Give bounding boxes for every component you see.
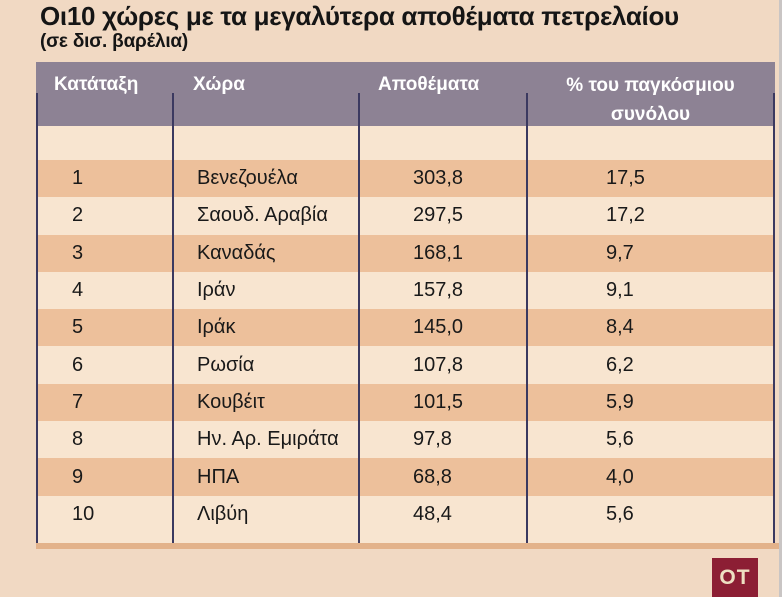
reserves-value: 297,5 <box>413 204 464 227</box>
rank-value: 5 <box>72 316 84 339</box>
reserves-value: 48,4 <box>413 502 452 525</box>
ot-logo: OT <box>712 558 758 597</box>
country-name: Καναδάς <box>197 241 276 264</box>
header-spacer-row <box>36 126 775 160</box>
reserves-value: 107,8 <box>413 353 464 376</box>
reserves-value: 168,1 <box>413 241 464 264</box>
country-name: Σαουδ. Αραβία <box>197 204 328 227</box>
table-row: 5 Ιράκ 145,0 8,4 <box>36 309 775 347</box>
rank-value: 2 <box>72 204 84 227</box>
table-row: 4 Ιράν 157,8 9,1 <box>36 271 775 310</box>
oil-reserves-table: Κατάταξη Χώρα Αποθέματα % του παγκόσμιου… <box>36 62 775 543</box>
table-row: 1 Βενεζουέλα 303,8 17,5 <box>36 160 775 198</box>
rank-value: 10 <box>72 502 95 525</box>
rank-value: 8 <box>72 428 84 451</box>
world-share-value: 8,4 <box>606 316 634 339</box>
column-divider-country-reserves <box>358 93 360 543</box>
world-share-value: 5,9 <box>606 390 634 413</box>
world-share-value: 17,2 <box>606 204 645 227</box>
country-name: Κουβέιτ <box>197 390 265 413</box>
window-right-edge <box>779 0 782 597</box>
world-share-value: 9,7 <box>606 241 634 264</box>
country-name: Ρωσία <box>197 353 255 376</box>
reserves-value: 145,0 <box>413 316 464 339</box>
reserves-value: 303,8 <box>413 167 464 190</box>
column-divider-rank-country <box>172 93 174 543</box>
reserves-value: 68,8 <box>413 465 452 488</box>
table-row: 9 ΗΠΑ 68,8 4,0 <box>36 458 775 496</box>
header-world-share: % του παγκόσμιου συνόλου <box>566 75 735 125</box>
table-row: 10 Λιβύη 48,4 5,6 <box>36 495 775 533</box>
reserves-value: 97,8 <box>413 428 452 451</box>
ot-logo-text: OT <box>719 565 751 589</box>
table-bottom-filler <box>36 532 775 543</box>
country-name: Λιβύη <box>197 502 249 525</box>
world-share-value: 6,2 <box>606 353 634 376</box>
header-reserves: Αποθέματα <box>378 74 480 95</box>
table-row: 7 Κουβέιτ 101,5 5,9 <box>36 383 775 422</box>
column-divider-reserves-share <box>526 93 528 543</box>
rank-value: 6 <box>72 353 84 376</box>
rank-value: 9 <box>72 465 84 488</box>
table-border-left <box>36 93 38 543</box>
header-rank: Κατάταξη <box>54 74 139 95</box>
table-row: 3 Καναδάς 168,1 9,7 <box>36 234 775 272</box>
world-share-value: 5,6 <box>606 502 634 525</box>
header-country: Χώρα <box>193 74 245 95</box>
world-share-value: 17,5 <box>606 167 645 190</box>
rank-value: 4 <box>72 279 84 302</box>
reserves-value: 101,5 <box>413 390 464 413</box>
country-name: Ιράν <box>197 279 236 302</box>
table-border-right <box>773 93 775 543</box>
table-bottom-band <box>36 543 779 549</box>
table-row: 2 Σαουδ. Αραβία 297,5 17,2 <box>36 197 775 235</box>
country-name: Ην. Αρ. Εμιράτα <box>197 428 339 451</box>
rank-value: 7 <box>72 390 84 413</box>
table-header-row: Κατάταξη Χώρα Αποθέματα % του παγκόσμιου… <box>36 62 775 126</box>
table-row: 6 Ρωσία 107,8 6,2 <box>36 346 775 384</box>
page-subtitle: (σε δισ. βαρέλια) <box>40 31 189 52</box>
world-share-value: 5,6 <box>606 428 634 451</box>
rank-value: 1 <box>72 167 84 190</box>
page-title: Οι10 χώρες με τα μεγαλύτερα αποθέματα πε… <box>40 1 679 31</box>
country-name: Ιράκ <box>197 316 236 339</box>
world-share-value: 4,0 <box>606 465 634 488</box>
country-name: Βενεζουέλα <box>197 167 298 190</box>
rank-value: 3 <box>72 241 84 264</box>
world-share-value: 9,1 <box>606 279 634 302</box>
table-row: 8 Ην. Αρ. Εμιράτα 97,8 5,6 <box>36 421 775 459</box>
reserves-value: 157,8 <box>413 279 464 302</box>
country-name: ΗΠΑ <box>197 465 240 488</box>
